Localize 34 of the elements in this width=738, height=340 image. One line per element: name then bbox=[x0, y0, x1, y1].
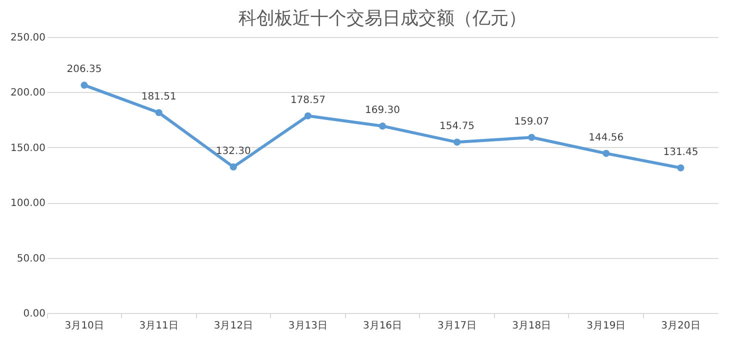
x-tick-label: 3月18日 bbox=[512, 320, 552, 332]
x-tick-label: 3月10日 bbox=[64, 320, 104, 332]
point bbox=[602, 150, 610, 157]
chart-title: 科创板近十个交易日成交额（亿元） bbox=[238, 8, 526, 29]
x-tick-label: 3月17日 bbox=[438, 320, 477, 332]
y-tick-label: 100.00 bbox=[10, 198, 46, 210]
point bbox=[677, 164, 684, 172]
point bbox=[454, 138, 461, 146]
y-tick-label: 250.00 bbox=[10, 32, 46, 44]
x-tick-label: 3月13日 bbox=[288, 320, 328, 332]
x-tick-label: 3月16日 bbox=[362, 320, 402, 332]
data-label: 154.75 bbox=[440, 121, 475, 132]
point bbox=[80, 82, 88, 89]
y-tick-label: 150.00 bbox=[10, 142, 46, 154]
data-label: 206.35 bbox=[66, 64, 102, 76]
y-tick-label: 50.00 bbox=[16, 253, 46, 264]
point bbox=[378, 122, 386, 130]
x-tick-label: 3月20日 bbox=[661, 320, 700, 332]
data-label: 178.57 bbox=[290, 94, 326, 106]
data-label: 132.30 bbox=[216, 146, 251, 157]
x-tick-label: 3月11日 bbox=[139, 320, 178, 332]
point bbox=[230, 163, 237, 170]
x-tick-label: 3月12日 bbox=[214, 320, 253, 332]
point bbox=[155, 109, 162, 116]
point bbox=[304, 112, 312, 120]
data-label: 181.51 bbox=[141, 92, 176, 103]
y-tick-label: 200.00 bbox=[10, 88, 46, 99]
y-tick-label: 0.00 bbox=[23, 308, 46, 320]
x-tick-label: 3月19日 bbox=[586, 320, 626, 332]
data-label: 159.07 bbox=[514, 116, 550, 128]
data-label: 144.56 bbox=[588, 132, 624, 144]
data-label: 131.45 bbox=[663, 146, 698, 158]
data-label: 169.30 bbox=[365, 105, 400, 116]
point bbox=[528, 134, 536, 141]
